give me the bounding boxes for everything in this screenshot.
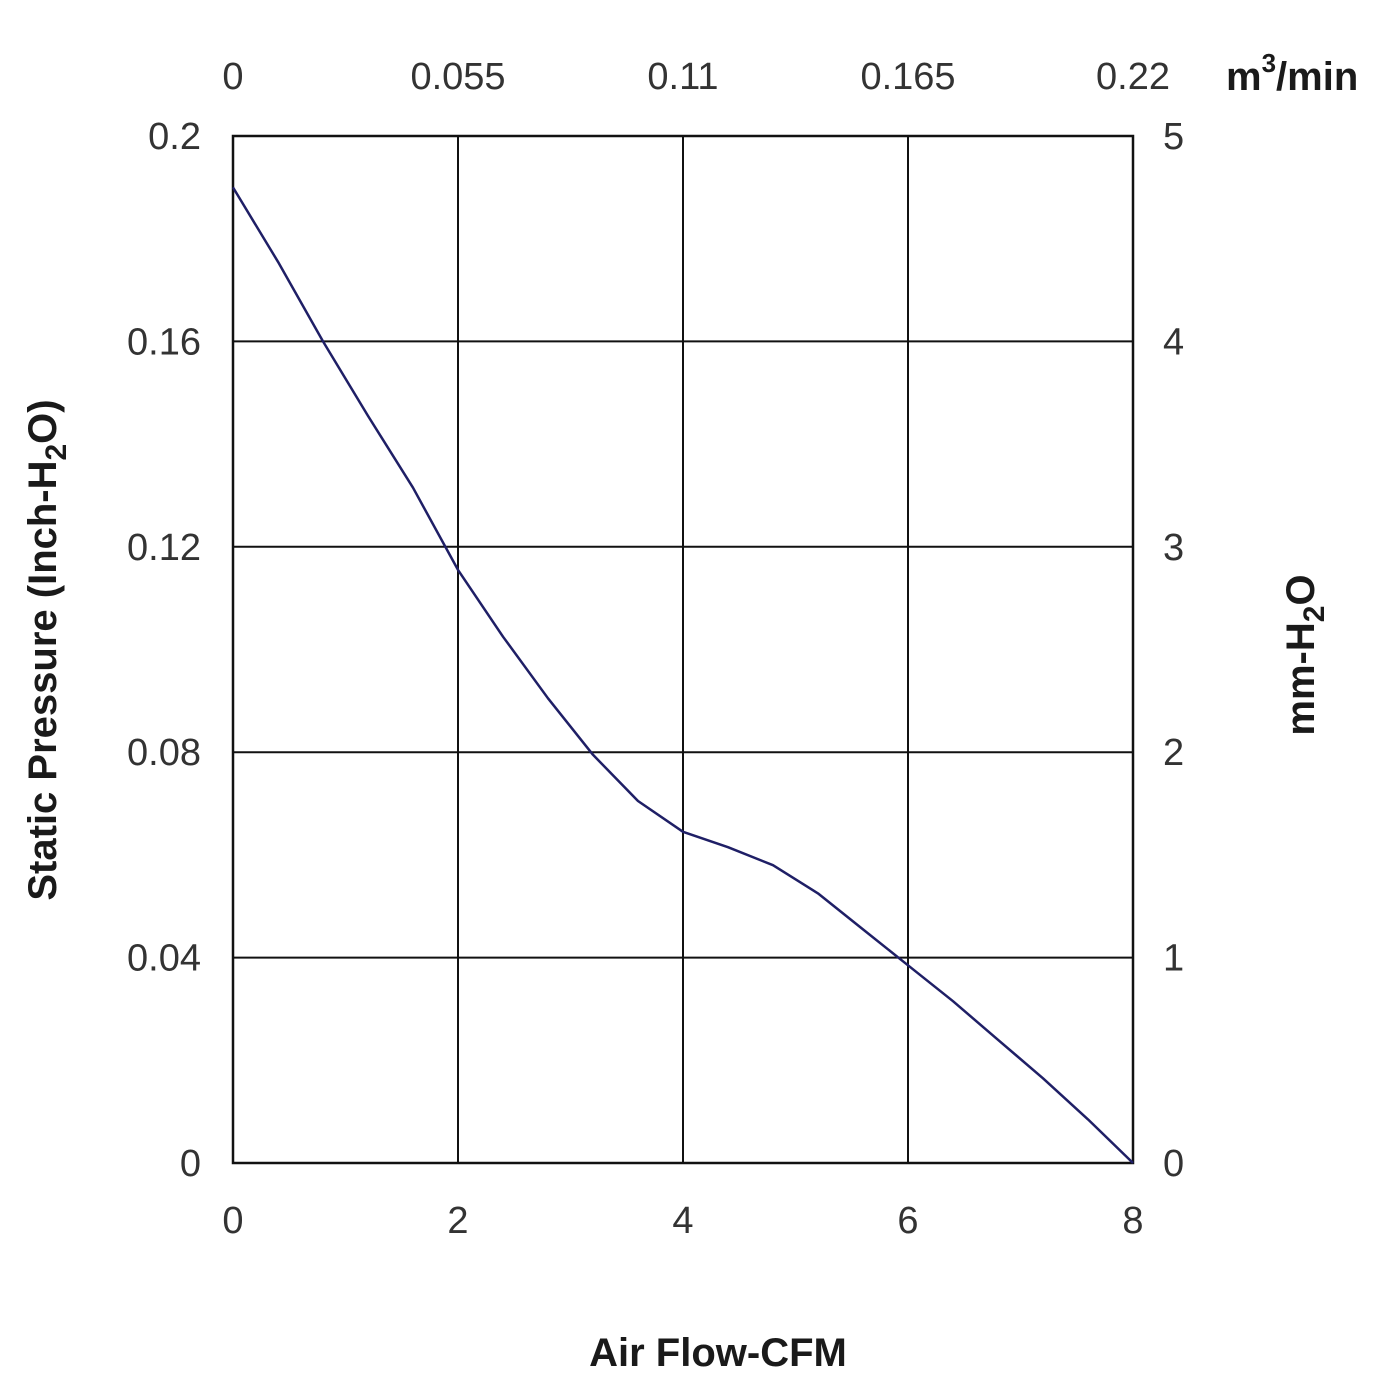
pq-curve-line bbox=[231, 186, 1134, 1164]
y-axis-right-title: mm-H2O bbox=[1279, 574, 1331, 735]
y-right-tick-label: 0 bbox=[1163, 1143, 1184, 1185]
plot-frame bbox=[231, 134, 1135, 1165]
y-right-tick-label: 1 bbox=[1163, 938, 1184, 980]
series-layer bbox=[231, 186, 1134, 1164]
x-axis-title: Air Flow-CFM bbox=[589, 1331, 847, 1375]
y-left-tick-label: 0.2 bbox=[148, 116, 201, 158]
y-left-tick-label: 0.04 bbox=[127, 938, 201, 980]
y-right-tick-label: 3 bbox=[1163, 527, 1184, 569]
x-top-tick-label: 0.11 bbox=[647, 56, 718, 98]
y-left-tick-label: 0.16 bbox=[127, 321, 201, 363]
y-right-tick-label: 4 bbox=[1163, 321, 1184, 363]
y-axis-left-title: Static Pressure (Inch-H2O) bbox=[21, 399, 73, 900]
y-left-tick-label: 0.12 bbox=[127, 527, 201, 569]
x-top-tick-label: 0.165 bbox=[860, 56, 955, 98]
x-bottom-tick-label: 0 bbox=[222, 1200, 243, 1242]
x-top-tick-label: 0.055 bbox=[410, 56, 505, 98]
y-right-tick-label: 5 bbox=[1163, 116, 1184, 158]
x-bottom-tick-label: 4 bbox=[672, 1200, 693, 1242]
y-left-tick-label: 0.08 bbox=[127, 732, 201, 774]
grid-lines bbox=[233, 136, 1133, 1163]
y-right-tick-label: 2 bbox=[1163, 732, 1184, 774]
x-top-tick-label: 0.22 bbox=[1096, 56, 1170, 98]
y-left-tick-label: 0 bbox=[180, 1143, 201, 1185]
x-bottom-tick-label: 2 bbox=[447, 1200, 468, 1242]
x-bottom-tick-label: 8 bbox=[1122, 1200, 1143, 1242]
x-top-tick-label: 0 bbox=[222, 56, 243, 98]
x-bottom-tick-label: 6 bbox=[897, 1200, 918, 1242]
top-axis-unit: m3/min bbox=[1226, 48, 1358, 99]
